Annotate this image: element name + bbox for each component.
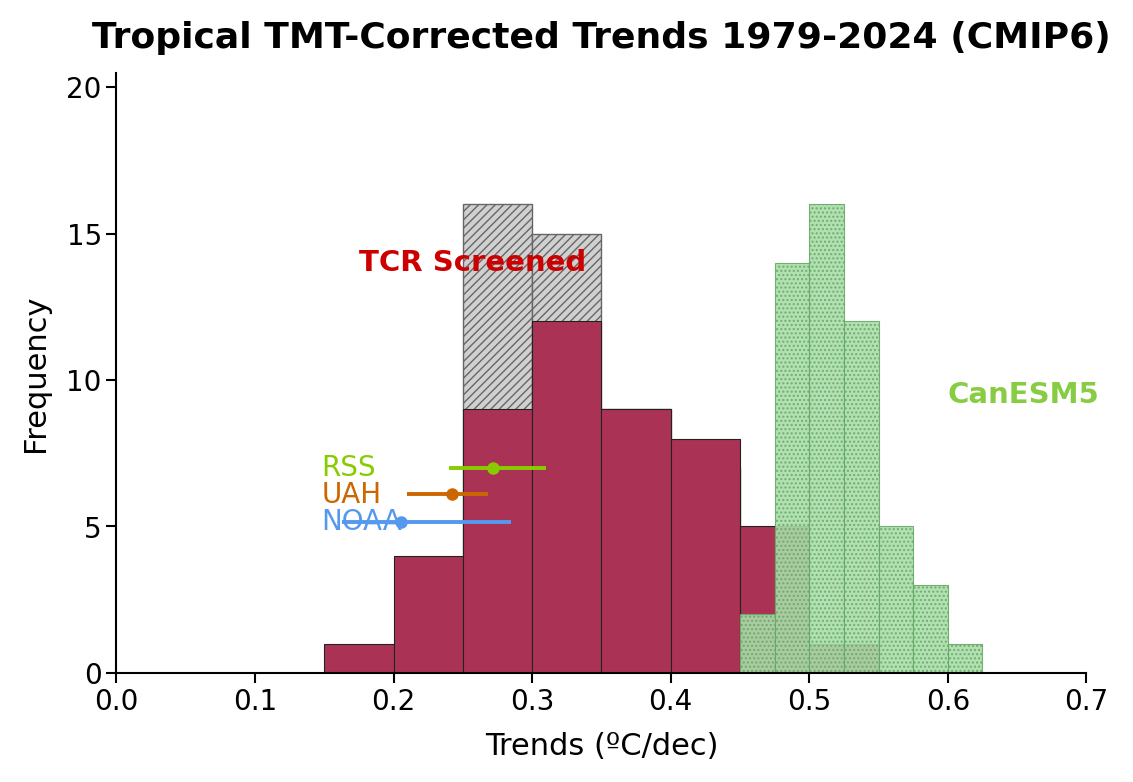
Bar bbox=[844, 321, 878, 673]
Bar bbox=[462, 205, 531, 673]
Bar bbox=[740, 615, 774, 673]
Bar bbox=[462, 410, 531, 673]
Bar bbox=[913, 585, 947, 673]
Text: UAH: UAH bbox=[322, 480, 382, 508]
Bar bbox=[531, 234, 602, 673]
Text: NOAA: NOAA bbox=[322, 508, 402, 536]
Bar bbox=[531, 321, 602, 673]
Title: Tropical TMT-Corrected Trends 1979-2024 (CMIP6): Tropical TMT-Corrected Trends 1979-2024 … bbox=[92, 21, 1110, 55]
Bar bbox=[671, 439, 740, 673]
Bar bbox=[324, 644, 393, 673]
Text: RSS: RSS bbox=[322, 454, 376, 482]
Bar bbox=[602, 410, 671, 673]
Text: TCR Screened: TCR Screened bbox=[359, 249, 586, 277]
Bar bbox=[774, 263, 809, 673]
Bar bbox=[671, 468, 740, 673]
Bar bbox=[393, 556, 462, 673]
Bar bbox=[878, 526, 913, 673]
X-axis label: Trends (ºC/dec): Trends (ºC/dec) bbox=[485, 732, 718, 761]
Y-axis label: Frequency: Frequency bbox=[20, 294, 50, 451]
Text: CanESM5: CanESM5 bbox=[947, 381, 1099, 409]
Bar bbox=[947, 644, 982, 673]
Bar bbox=[809, 205, 844, 673]
Bar bbox=[740, 526, 809, 673]
Bar bbox=[809, 644, 878, 673]
Bar bbox=[740, 644, 809, 673]
Bar bbox=[602, 410, 671, 673]
